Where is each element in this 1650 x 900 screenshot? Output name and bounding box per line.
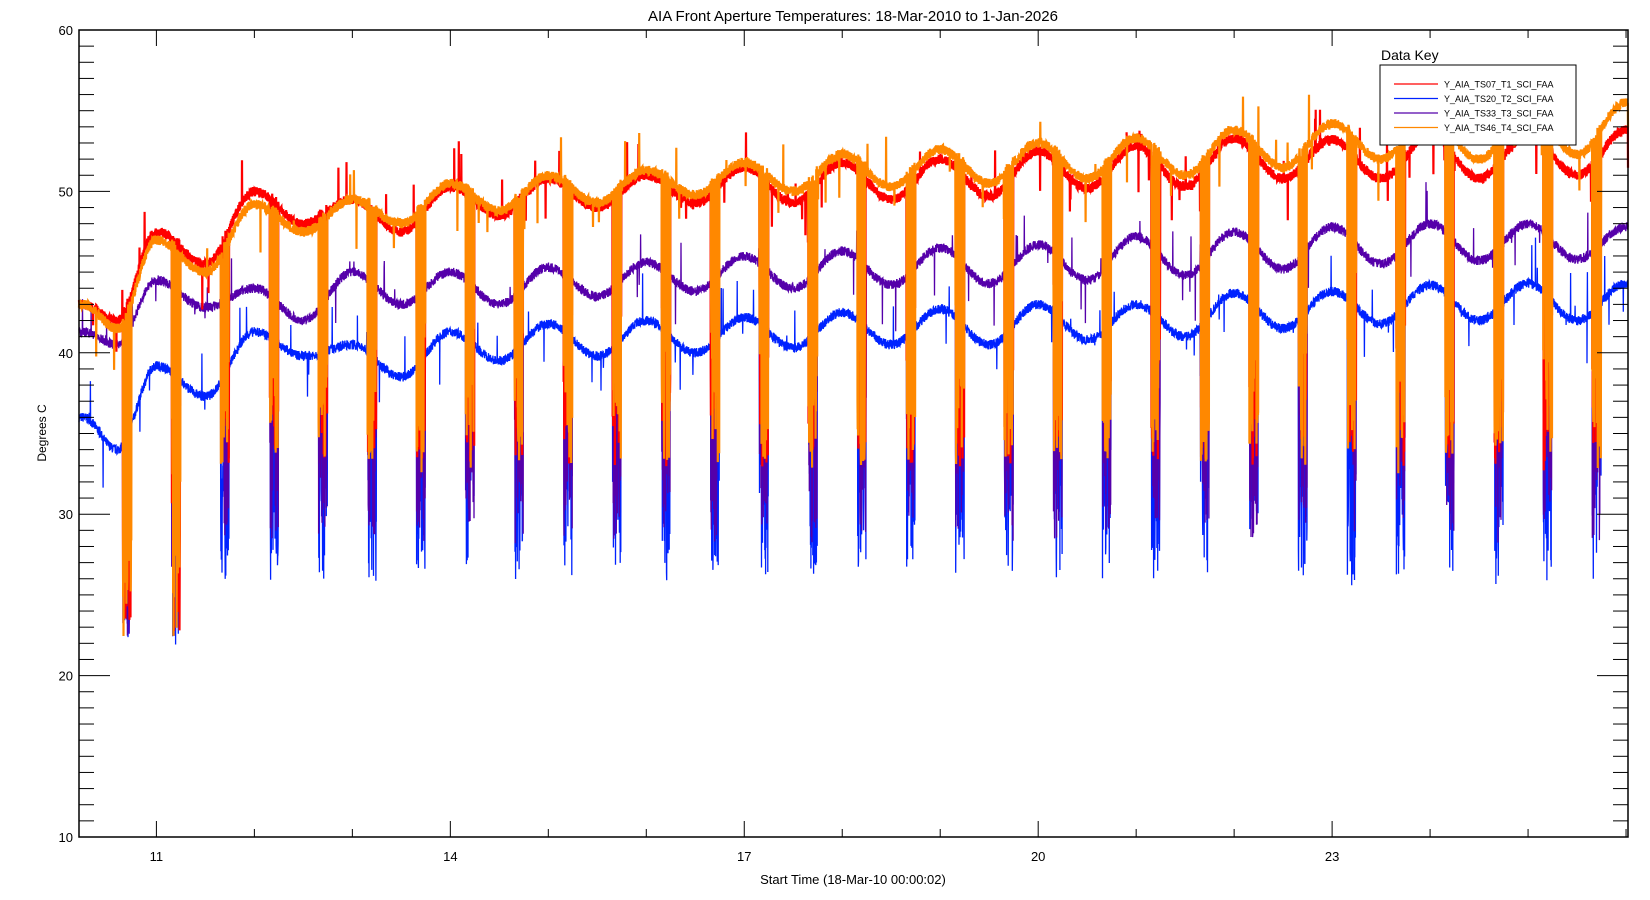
y-tick-label: 10 (59, 830, 73, 845)
legend: Data Key Y_AIA_TS07_T1_SCI_FAA Y_AIA_TS20… (1379, 47, 1577, 146)
y-tick-label: 60 (59, 23, 73, 38)
y-tick-label: 50 (59, 184, 73, 199)
legend-title: Data Key (1381, 47, 1439, 63)
y-tick-label: 30 (59, 507, 73, 522)
x-tick-label: 17 (737, 849, 751, 864)
x-tick-label: 14 (443, 849, 457, 864)
y-tick-label: 20 (59, 669, 73, 684)
legend-box (1379, 64, 1577, 146)
y-axis-label: Degrees C (35, 404, 49, 462)
series-line-y_aia_ts20_t2_sci_faa (78, 237, 1629, 645)
series-line-y_aia_ts33_t3_sci_faa (78, 182, 1629, 636)
series-layer (77, 79, 1630, 645)
legend-label: Y_AIA_TS20_T2_SCI_FAA (1444, 94, 1554, 104)
x-tick-label: 23 (1325, 849, 1339, 864)
x-tick-label: 11 (150, 849, 164, 864)
axes: 10 20 30 40 50 60 11 14 17 20 23 (59, 23, 1629, 864)
series-line-y_aia_ts46_t4_sci_faa (77, 79, 1630, 637)
chart-title: AIA Front Aperture Temperatures: 18-Mar-… (648, 8, 1058, 25)
y-tick-label: 40 (59, 346, 73, 361)
x-axis-label: Start Time (18-Mar-10 00:00:02) (760, 872, 946, 887)
legend-label: Y_AIA_TS07_T1_SCI_FAA (1444, 80, 1554, 90)
legend-label: Y_AIA_TS33_T3_SCI_FAA (1444, 109, 1554, 119)
legend-label: Y_AIA_TS46_T4_SCI_FAA (1444, 123, 1554, 133)
x-tick-label: 20 (1031, 849, 1045, 864)
